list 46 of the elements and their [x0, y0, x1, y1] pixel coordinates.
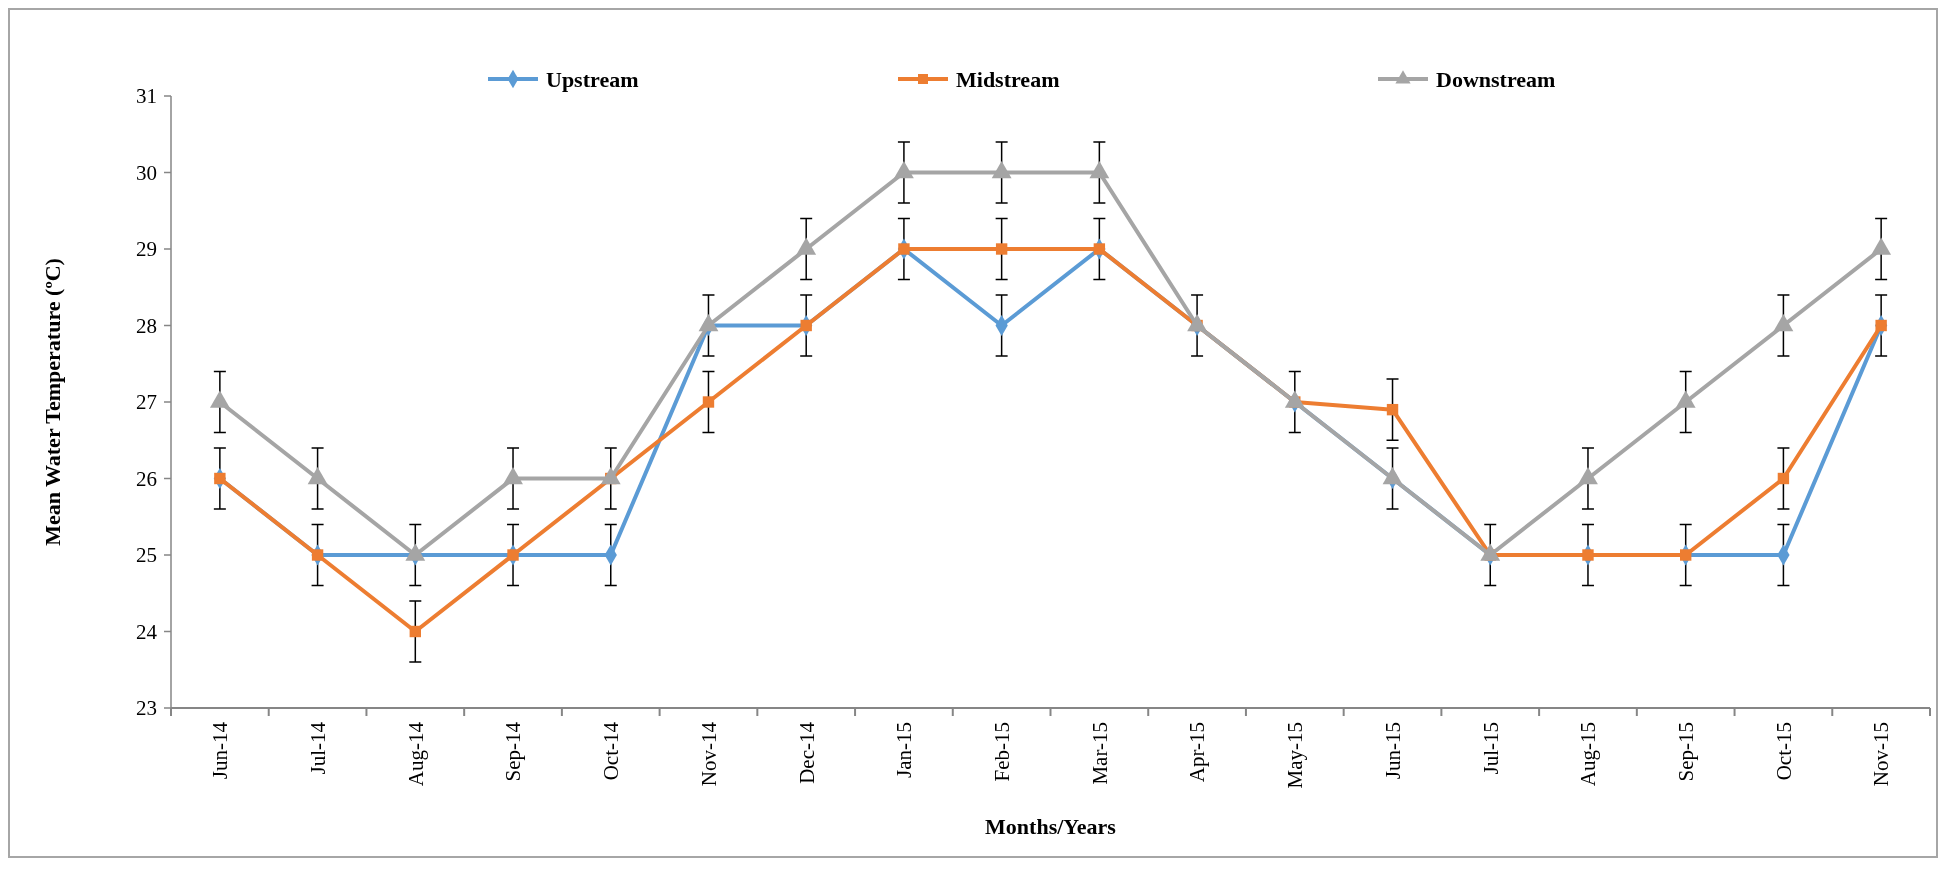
x-tick-label: Dec-14 — [794, 721, 819, 784]
y-tick-label: 31 — [136, 84, 157, 109]
x-tick-label: Feb-15 — [989, 722, 1014, 782]
x-tick-label: Mar-15 — [1087, 722, 1112, 785]
point — [800, 319, 812, 332]
point — [898, 243, 910, 255]
y-tick-label: 27 — [136, 390, 157, 415]
x-tick-label: May-15 — [1283, 722, 1308, 789]
y-axis-title: Mean Water Temperature (ºC) — [40, 258, 65, 546]
x-tick-label: Aug-14 — [403, 721, 428, 787]
point — [1875, 319, 1887, 332]
x-tick-label: Sep-15 — [1674, 722, 1699, 782]
point — [311, 549, 324, 561]
y-tick-label: 23 — [136, 696, 157, 721]
point — [995, 243, 1008, 255]
x-tick-label: Jan-15 — [892, 722, 917, 778]
point — [409, 625, 422, 638]
legend-label: Midstream — [956, 66, 1060, 92]
y-tick-label: 30 — [136, 160, 157, 185]
point — [1679, 549, 1692, 561]
x-tick-label: Jun-15 — [1380, 722, 1405, 780]
x-tick-label: Oct-14 — [599, 721, 624, 781]
y-tick-label: 25 — [136, 543, 157, 568]
legend-label: Upstream — [546, 66, 639, 92]
point — [1386, 403, 1399, 416]
x-tick-label: Jul-15 — [1478, 722, 1503, 775]
y-tick-label: 24 — [136, 619, 158, 644]
x-axis-title: Months/Years — [985, 814, 1117, 839]
legend-label: Downstream — [1436, 66, 1556, 92]
x-tick-label: Sep-14 — [501, 721, 526, 782]
x-tick-label: Oct-15 — [1771, 722, 1796, 781]
y-tick-label: 26 — [136, 466, 157, 491]
y-tick-label: 29 — [136, 237, 157, 262]
point — [214, 472, 226, 485]
point — [1777, 472, 1790, 485]
point — [702, 396, 715, 408]
x-tick-label: Nov-14 — [696, 721, 721, 787]
point — [1582, 549, 1594, 561]
x-tick-label: Aug-15 — [1576, 722, 1601, 787]
x-tick-label: Nov-15 — [1869, 722, 1894, 787]
x-tick-label: Apr-15 — [1185, 722, 1210, 783]
point — [1093, 243, 1106, 255]
x-tick-label: Jun-14 — [208, 721, 233, 780]
point — [507, 549, 519, 561]
y-tick-label: 28 — [136, 313, 157, 338]
x-tick-label: Jul-14 — [305, 721, 330, 775]
